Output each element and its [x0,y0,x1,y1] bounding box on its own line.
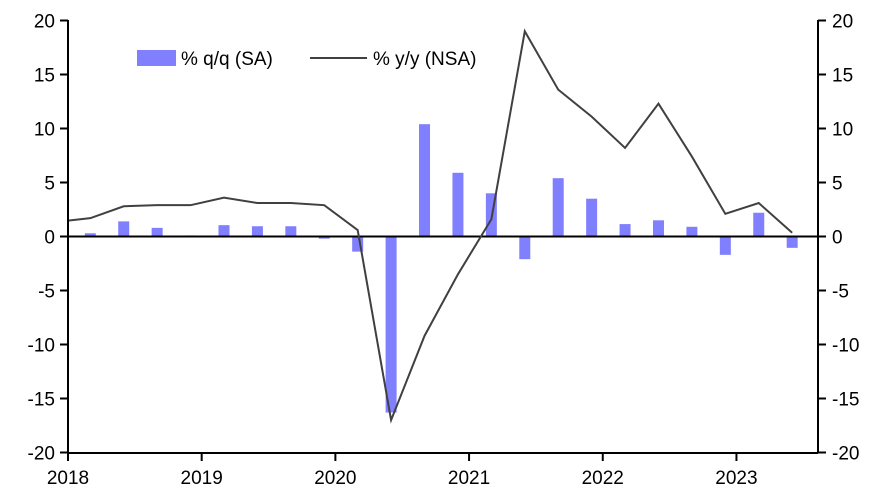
bar-2021Q3 [553,178,564,236]
bar-2019Q3 [285,226,296,236]
y-tick-label-left: 5 [44,174,55,195]
y-tick-label-right: 10 [832,120,853,141]
y-tick-label-right: -15 [832,390,859,411]
bar-2019Q2 [252,226,263,236]
bar-2020Q2 [386,237,397,413]
y-tick-label-left: 0 [44,228,55,249]
bar-2018Q3 [152,228,163,237]
bar-2022Q1 [620,224,631,236]
bar-2020Q4 [452,173,463,237]
y-tick-label-left: 15 [34,66,55,87]
x-tick-label: 2023 [715,468,757,489]
y-tick-label-left: -10 [28,336,55,357]
y-tick-label-left: 10 [34,120,55,141]
y-tick-label-right: -5 [832,282,849,303]
bar-2020Q3 [419,124,430,236]
bar-2022Q2 [653,220,664,236]
x-tick-label: 2019 [181,468,223,489]
legend-label-qq: % q/q (SA) [181,49,273,70]
x-tick-label: 2021 [448,468,490,489]
y-tick-label-left: 20 [34,12,55,33]
x-tick-label: 2018 [47,468,89,489]
bar-2023Q1 [753,213,764,237]
y-tick-label-right: 20 [832,12,853,33]
bar-2019Q1 [218,225,229,236]
y-tick-label-left: -5 [38,282,55,303]
y-tick-label-right: 15 [832,66,853,87]
y-tick-label-right: -10 [832,336,859,357]
bar-2021Q4 [586,199,597,237]
bar-2018Q2 [118,221,129,236]
legend: % q/q (SA) % y/y (NSA) [137,49,476,70]
bar-2023Q2 [787,237,798,248]
bar-2021Q2 [519,237,530,260]
y-tick-label-right: -20 [832,444,859,465]
legend-label-yy: % y/y (NSA) [373,49,476,70]
y-tick-label-right: 5 [832,174,843,195]
bar-2022Q4 [720,237,731,255]
y-tick-label-left: -15 [28,390,55,411]
bar-series [85,124,798,412]
x-tick-label: 2020 [314,468,356,489]
bar-2022Q3 [686,227,697,237]
y-tick-label-left: -20 [28,444,55,465]
legend-swatch-bar [137,50,176,66]
x-tick-label: 2022 [582,468,624,489]
y-tick-label-right: 0 [832,228,843,249]
